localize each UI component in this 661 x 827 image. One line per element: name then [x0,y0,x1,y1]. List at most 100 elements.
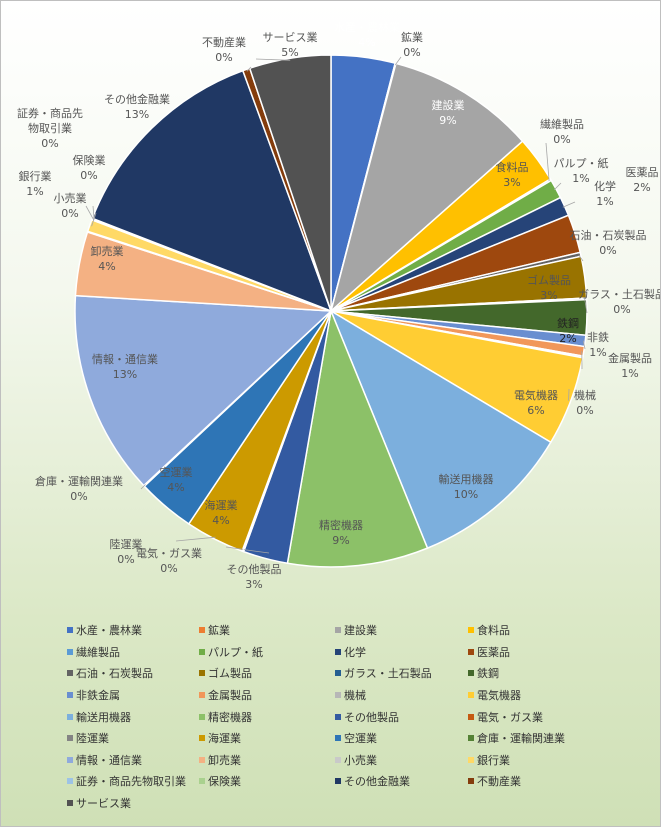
legend-item: 水産・農林業 [67,621,199,640]
data-label-value: 0% [41,137,58,150]
legend-label: 情報・通信業 [76,753,142,767]
data-label-value: 0% [160,562,177,575]
data-label-value: 9% [332,534,349,547]
legend-item: 石油・石炭製品 [67,664,199,683]
leader-line [394,56,402,66]
leader-line [246,66,252,72]
data-label-value: 9% [439,114,456,127]
data-label: 化学 1% [594,179,616,208]
legend-swatch [67,692,73,699]
legend-label: 鉄鋼 [477,667,499,681]
data-label-name: 海運業 [205,498,238,512]
legend-item: 食料品 [468,621,618,640]
leader-line [545,142,550,181]
data-label: ガラス・土石製品 0% [578,287,660,316]
data-label: 電気・ガス業 0% [136,546,202,575]
legend-item: ガラス・土石製品 [335,664,468,683]
legend-label: 倉庫・運輸関連業 [477,732,565,746]
data-label-value: 0% [215,51,232,64]
legend-label: 不動産業 [477,775,521,789]
data-label: 機械 0% [574,388,596,417]
legend-swatch [468,756,474,763]
leader-line [562,201,576,208]
data-label: 金属製品 1% [608,351,652,380]
leader-line [225,546,244,550]
legend-label: 化学 [344,645,366,659]
data-labels: 水産・農林業 4% 鉱業 0% 建設業 9% 食料品 3% 繊維製品 0% パルプ・紙 1% 化学 1% 医… [17,20,660,591]
legend-label: 海運業 [208,732,241,746]
legend-item: 陸運業 [67,729,199,748]
legend-item: 医薬品 [468,643,618,662]
legend-item: ゴム製品 [199,664,335,683]
data-label-value: 3% [540,289,557,302]
data-label-name: 銀行業 [19,169,52,183]
legend-label: 小売業 [344,753,377,767]
legend-item: 建設業 [335,621,468,640]
legend-label: 食料品 [477,624,510,638]
legend-label: 石油・石炭製品 [76,667,153,681]
legend-item: 卸売業 [199,751,335,770]
data-label-name: 鉄鋼 [557,316,579,330]
data-label: 精密機器 9% [319,518,363,547]
data-label-value: 1% [589,346,606,359]
data-label-value: 13% [125,108,149,121]
leader-line [553,182,562,191]
legend-swatch [67,756,73,763]
data-label-name: 食料品 [496,160,529,174]
data-label: その他製品 3% [227,562,282,591]
data-label-value: 3% [503,176,520,189]
legend-swatch [335,692,341,699]
legend-label: 鉱業 [208,624,230,638]
legend-item: 金属製品 [199,686,335,705]
legend-label: 保険業 [208,775,241,789]
legend-swatch [468,670,474,677]
data-label-name: 金属製品 [608,351,652,365]
data-label-name: 倉庫・運輸関連業 [35,474,123,488]
legend-swatch [335,713,341,720]
legend-label: 非鉄金属 [76,689,120,703]
legend-swatch [199,670,205,677]
legend-label: 卸売業 [208,753,241,767]
data-label-value: 1% [572,172,589,185]
data-label-value: 0% [613,303,630,316]
legend-swatch [199,627,205,634]
legend-swatch [199,756,205,763]
legend-label: 空運業 [344,732,377,746]
legend-swatch [67,648,73,655]
data-label-value: 0% [70,490,87,503]
leader-lines [85,56,588,554]
legend-label: ガラス・土石製品 [344,667,432,681]
data-label: 非鉄 1% [587,330,609,359]
legend-item: 電気・ガス業 [468,707,618,726]
legend-item: 非鉄金属 [67,686,199,705]
data-label-name: 陸運業 [110,538,143,551]
legend-item: 不動産業 [468,772,618,791]
legend-item: その他製品 [335,707,468,726]
data-label: 繊維製品 0% [540,117,584,146]
pie-slice [286,308,429,568]
data-label-value: 0% [61,207,78,220]
data-label-name: 水産・農林業 [334,20,400,34]
data-label-value: 0% [599,244,616,257]
legend-label: ゴム製品 [208,667,252,681]
data-label-value: 4% [98,260,115,273]
data-label-name: 医薬品 [626,166,659,179]
pie-chart: 水産・農林業 4% 鉱業 0% 建設業 9% 食料品 3% 繊維製品 0% パルプ・紙 1% 化学 1% 医… [17,20,660,591]
data-label: パルプ・紙 1% [554,156,609,185]
data-label-name: 卸売業 [91,244,124,258]
data-label-name: 精密機器 [319,518,363,532]
legend-label: 医薬品 [477,645,510,659]
legend-item: 電気機器 [468,686,618,705]
data-label-name: 輸送用機器 [439,472,494,486]
data-label-name: 石油・石炭製品 [570,228,647,242]
data-label: 石油・石炭製品 0% [570,228,647,257]
legend-item: 証券・商品先物取引業 [67,772,199,791]
data-label: 小売業 0% [54,192,87,220]
data-label-value: 13% [113,368,137,381]
legend-label: 水産・農林業 [76,624,142,638]
legend-label: パルプ・紙 [208,645,263,659]
data-label-value: 2% [559,332,576,345]
data-label-value: 0% [576,404,593,417]
data-label-name: その他製品 [227,562,282,576]
